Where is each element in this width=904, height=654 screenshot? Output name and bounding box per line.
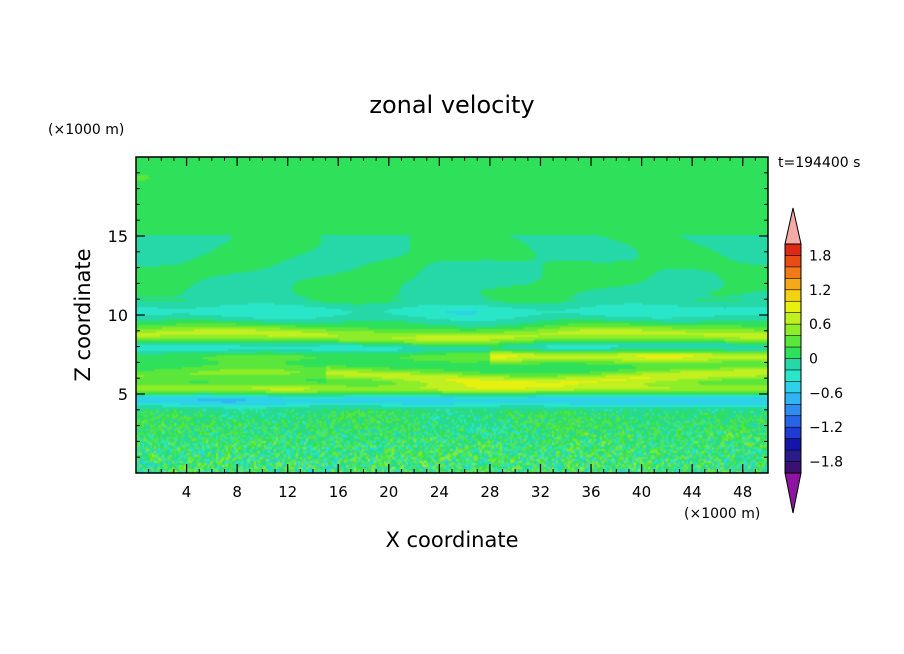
colorbar-tick-label: 1.2 bbox=[809, 283, 831, 299]
x-tick-label: 24 bbox=[430, 483, 449, 501]
y-axis-ticks: 5 10 15 bbox=[108, 172, 768, 458]
x-tick-label: 32 bbox=[531, 483, 550, 501]
colorbar-segment bbox=[785, 450, 801, 462]
x-axis-label: X coordinate bbox=[385, 528, 518, 552]
colorbar-segment bbox=[785, 289, 801, 302]
x-tick-label: 40 bbox=[632, 483, 651, 501]
y-tick-label: 15 bbox=[108, 227, 128, 246]
colorbar-segment bbox=[785, 244, 801, 256]
colorbar-segment bbox=[785, 392, 801, 405]
colorbar-segment bbox=[785, 278, 801, 291]
x-tick-label: 12 bbox=[278, 483, 297, 501]
x-tick-label: 48 bbox=[733, 483, 752, 501]
colorbar-tick-label: 0 bbox=[809, 352, 818, 368]
y-tick-label: 5 bbox=[118, 385, 128, 404]
heatmap-image bbox=[136, 157, 768, 473]
x-tick-label: 4 bbox=[182, 483, 192, 501]
y-tick-label: 10 bbox=[108, 306, 128, 325]
colorbar-segment bbox=[785, 461, 801, 474]
y-axis-label: Z coordinate bbox=[71, 248, 95, 381]
colorbar-segment bbox=[785, 266, 801, 279]
chart-title: zonal velocity bbox=[369, 91, 534, 119]
colorbar-segment bbox=[785, 415, 801, 428]
colorbar-tick-label: −1.8 bbox=[809, 455, 843, 471]
colorbar-segment bbox=[785, 358, 801, 371]
colorbar-segment bbox=[785, 255, 801, 268]
y-axis-unit: (×1000 m) bbox=[48, 122, 124, 138]
colorbar-tick-label: 0.6 bbox=[809, 317, 831, 333]
colorbar-tick-label: 1.8 bbox=[809, 248, 831, 264]
colorbar-segment bbox=[785, 381, 801, 394]
colorbar-over-triangle bbox=[784, 207, 802, 245]
colorbar-tick-label: −1.2 bbox=[809, 420, 843, 436]
heatmap-field bbox=[136, 157, 768, 473]
colorbar-segment bbox=[785, 427, 801, 439]
colorbar-segment bbox=[785, 312, 801, 325]
colorbar-segment bbox=[785, 335, 801, 348]
x-tick-label: 28 bbox=[480, 483, 499, 501]
x-tick-label: 36 bbox=[581, 483, 600, 501]
x-axis-ticks: 4 8 12 16 20 24 28 32 36 40 44 48 bbox=[148, 157, 756, 501]
colorbar-segment bbox=[785, 301, 801, 313]
colorbar: 1.8 1.2 0.6 0 −0.6 −1.2 −1.8 bbox=[784, 207, 843, 514]
colorbar-under-triangle bbox=[784, 472, 802, 514]
time-label: t=194400 s bbox=[778, 155, 860, 171]
colorbar-segment bbox=[785, 404, 801, 417]
x-tick-label: 20 bbox=[379, 483, 398, 501]
x-tick-label: 44 bbox=[683, 483, 702, 501]
colorbar-segment bbox=[785, 369, 801, 382]
colorbar-segment bbox=[785, 438, 801, 451]
colorbar-segment bbox=[785, 347, 801, 359]
colorbar-segment bbox=[785, 324, 801, 336]
x-tick-label: 16 bbox=[329, 483, 348, 501]
x-tick-label: 8 bbox=[232, 483, 242, 501]
x-axis-unit: (×1000 m) bbox=[684, 506, 760, 522]
colorbar-tick-label: −0.6 bbox=[809, 386, 843, 402]
